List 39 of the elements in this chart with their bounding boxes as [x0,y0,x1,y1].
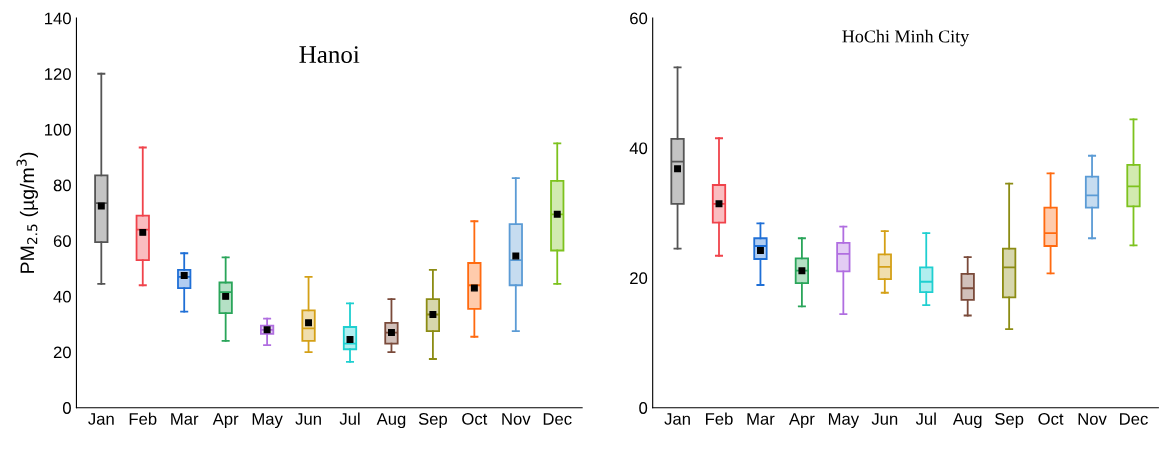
y-tick-label: 0 [639,402,648,414]
x-tick-label: Sep [995,413,1024,429]
x-tick-label: Jul [339,412,360,425]
y-tick-label: 100 [45,123,71,136]
x-tick-label: Jun [871,413,898,425]
x-tick-label: Oct [462,413,488,425]
x-tick-label: Feb [129,412,157,425]
x-tick-label: Dec [1120,413,1148,425]
y-tick-label: 80 [53,179,71,192]
x-tick-label: Apr [212,413,239,429]
x-tick-label: Apr [788,413,815,429]
x-tick-label: Jul [915,412,936,425]
y-tick-label: 0 [62,402,71,414]
x-tick-label: Aug [952,413,982,429]
y-tick-label: 120 [45,68,71,80]
text: Hanoi [299,46,360,63]
y-axis-title: PM$_{2.5}$ (µg/m$^{3}$) [16,152,39,273]
x-tick-label: Jan [88,413,114,425]
x-tick-label: Jan [664,413,690,425]
x-tick-label: Feb [706,412,733,425]
x-tick-label: Nov [1078,413,1107,425]
x-tick-label: Mar [171,413,199,425]
x-tick-label: May [252,413,283,429]
y-tick-label: 40 [53,290,71,303]
text: HoChi Minh City [842,29,970,47]
x-tick-label: Mar [747,413,775,425]
y-tick-label: 20 [630,272,648,285]
x-tick-label: Aug [376,413,406,429]
y-tick-label: 60 [630,12,648,25]
y-tick-label: 140 [45,12,71,25]
y-tick-label: 40 [629,142,648,155]
x-tick-label: Jun [295,413,321,425]
y-tick-label: 60 [53,235,71,247]
x-tick-label: May [828,413,860,429]
x-tick-label: Oct [1038,413,1064,425]
x-tick-label: Sep [418,413,448,429]
x-tick-label: Nov [502,413,531,425]
y-tick-label: 20 [53,346,71,359]
x-tick-label: Dec [543,413,572,425]
